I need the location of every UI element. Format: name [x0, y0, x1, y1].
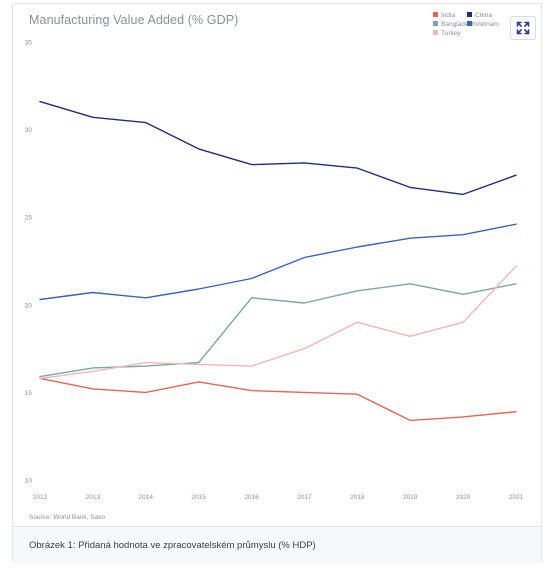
legend-swatch: [433, 30, 438, 35]
expand-icon: [516, 21, 530, 35]
x-tick-label: 2017: [297, 494, 312, 501]
legend-label: Turkey: [441, 30, 461, 37]
expand-button[interactable]: [510, 16, 536, 40]
y-tick-label: 25: [25, 215, 33, 222]
legend-swatch: [433, 21, 438, 26]
figure-caption: Obrázek 1: Přidaná hodnota ve zpracovate…: [29, 540, 316, 551]
x-tick-label: 2015: [191, 494, 206, 501]
x-tick-label: 2016: [244, 494, 259, 501]
series-line-china: [39, 100, 517, 196]
series-line-vietnam: [39, 223, 517, 301]
series-line-turkey: [39, 265, 517, 380]
legend-swatch: [433, 12, 438, 17]
x-tick-label: 2019: [403, 494, 418, 501]
y-tick-label: 30: [25, 127, 33, 134]
chart-title: Manufacturing Value Added (% GDP): [29, 13, 239, 27]
y-tick-label: 35: [25, 40, 33, 47]
series-line-india: [39, 377, 517, 422]
y-tick-label: 10: [25, 478, 33, 485]
y-tick-label: 20: [25, 302, 33, 309]
legend-label: India: [441, 12, 455, 19]
x-tick-label: 2018: [350, 494, 365, 501]
legend-label: Bangladesh: [441, 21, 476, 28]
legend-swatch: [467, 12, 472, 17]
y-tick-label: 15: [25, 390, 33, 397]
legend-label: Vietnam: [475, 21, 499, 28]
chart-card: Manufacturing Value Added (% GDP) 10 15 20…: [12, 3, 542, 563]
series-line-bangladesh: [39, 283, 517, 378]
line-chart: 10 15 20 25 30 35 2012 2013 2014 2015 2016 2017 201…: [25, 12, 524, 501]
x-tick-label: 2012: [33, 494, 48, 501]
caption-bar: Obrázek 1: Přidaná hodnota ve zpracovate…: [13, 526, 541, 563]
legend-label: China: [475, 12, 492, 19]
chart-area: Manufacturing Value Added (% GDP) 10 15 20…: [13, 4, 541, 526]
x-tick-label: 2013: [86, 494, 101, 501]
source-note: Source: World Bank, Saxo: [29, 514, 106, 521]
legend-swatch: [467, 21, 472, 26]
x-tick-label: 2014: [139, 494, 154, 501]
x-tick-label: 2020: [456, 494, 471, 501]
x-tick-label: 2021: [509, 494, 524, 501]
